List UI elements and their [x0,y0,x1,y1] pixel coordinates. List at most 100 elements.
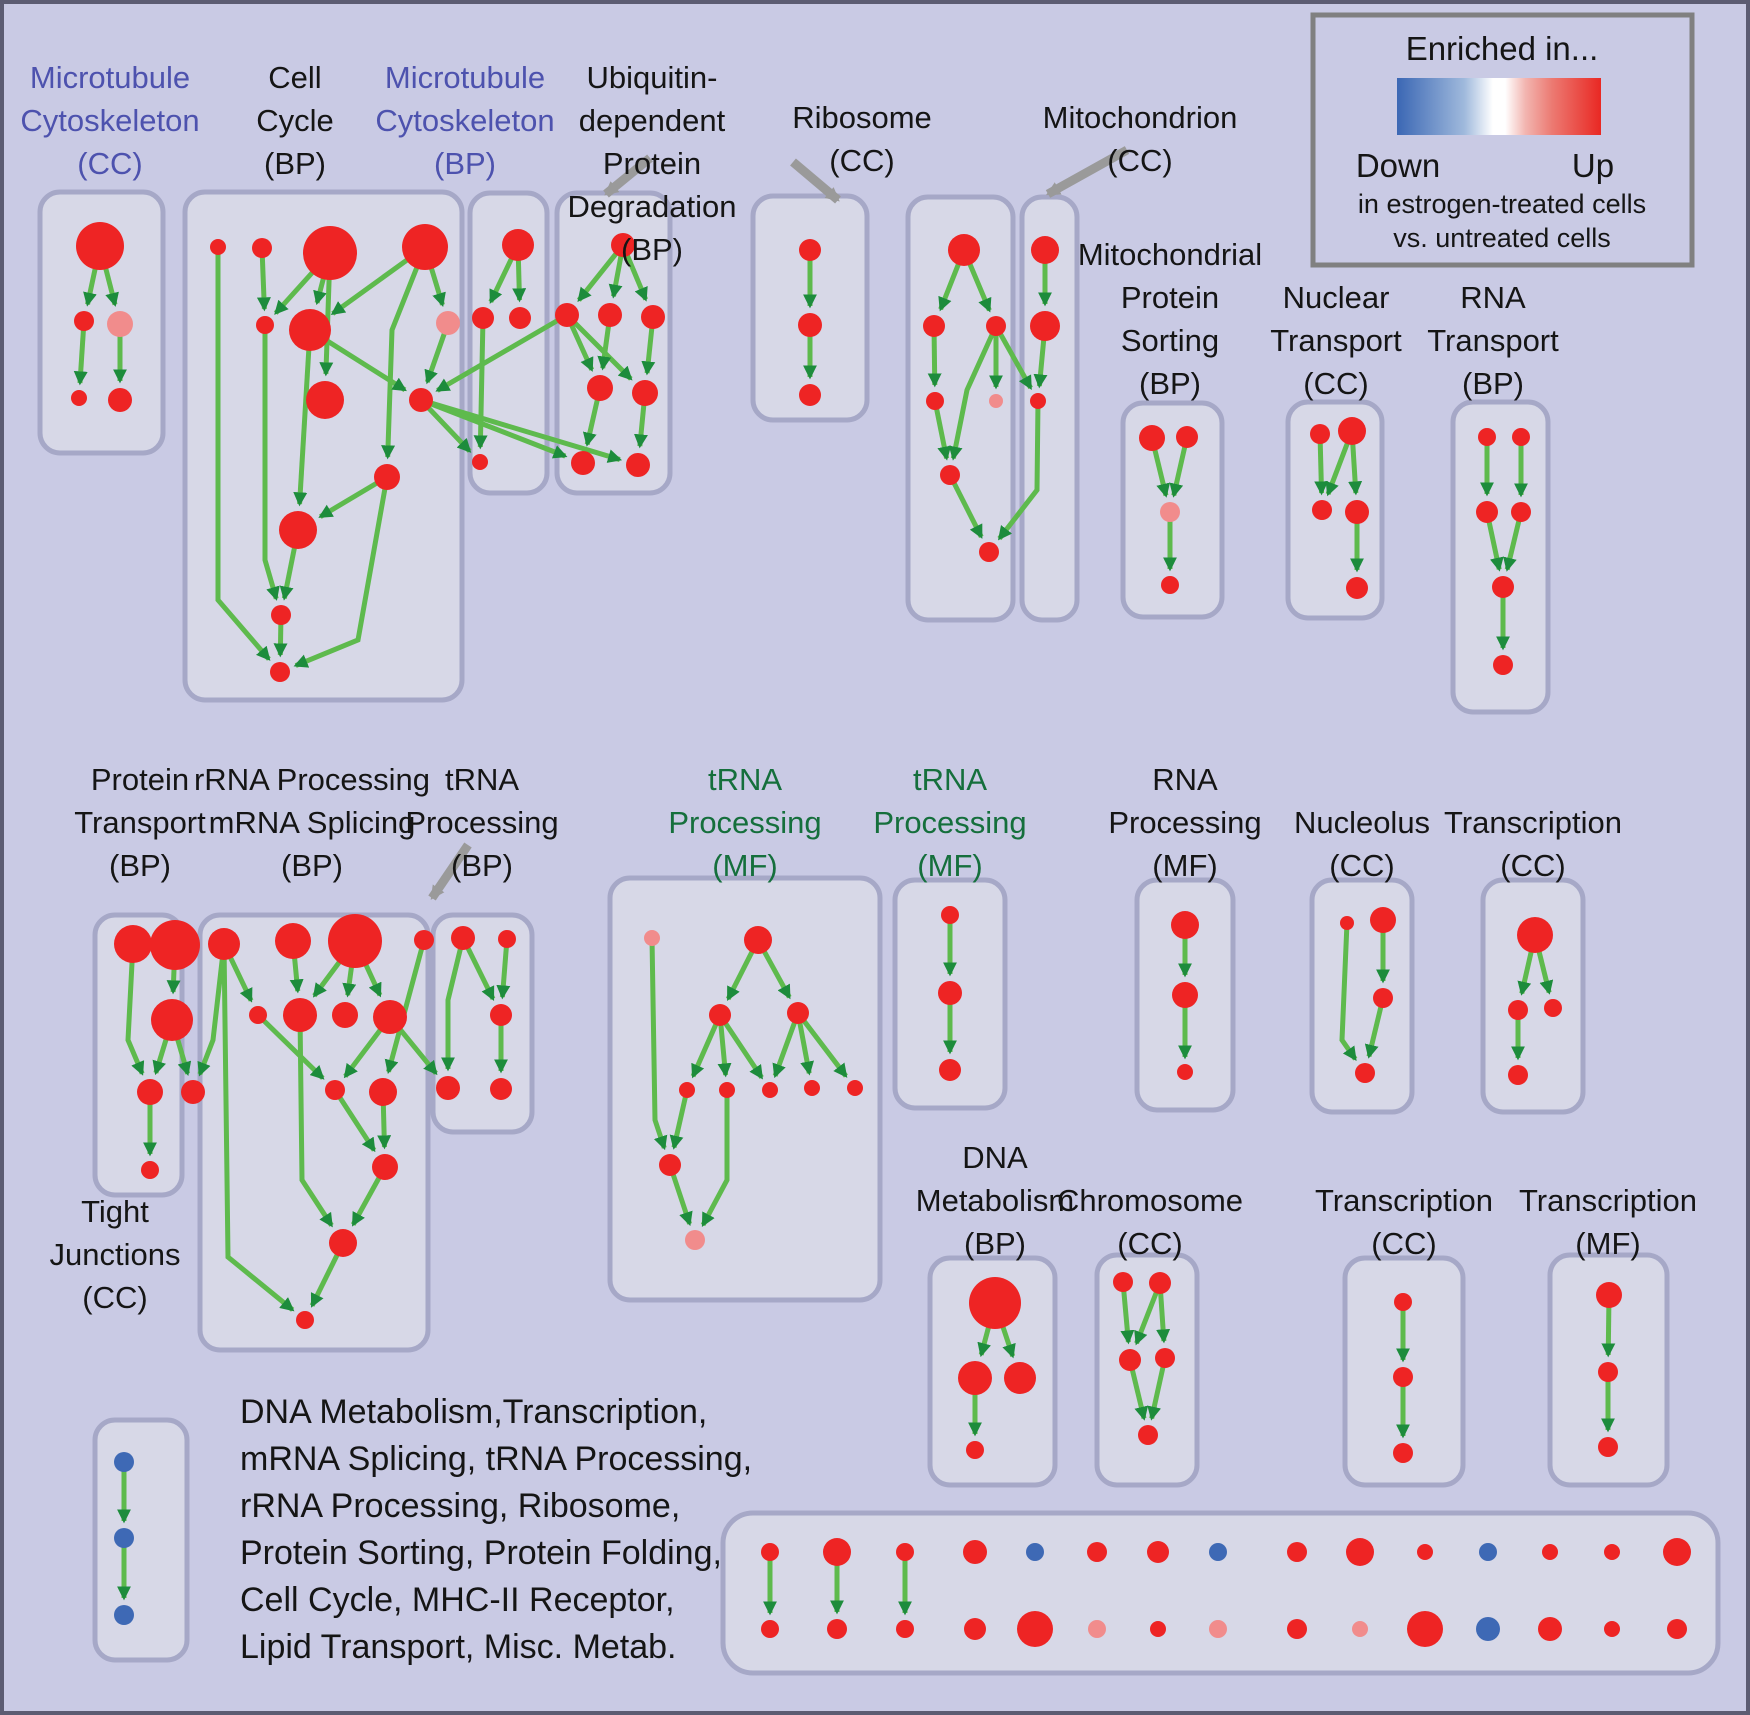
legend-subtitle-line-2: vs. untreated cells [1393,223,1611,253]
go-term-node-down [114,1528,134,1548]
edge-ribosome-cc [948,324,999,461]
go-term-node-up [1476,501,1498,523]
shared-panel-category-list-line-3: rRNA Processing, Ribosome, [240,1487,680,1525]
go-term-node-up [1511,502,1531,522]
go-term-node-up [1031,236,1059,264]
edge-trna-processing-bp [441,937,466,1072]
bottom-panel-node-top-7 [1147,1541,1169,1563]
go-term-node-up [1176,426,1198,448]
go-term-node-weak-up [436,311,460,335]
edge-trna-processing-bp [496,938,511,1000]
edge-trna-processing-mf-1 [669,1089,690,1150]
edge-chromosome-cc [1147,1357,1168,1421]
go-term-node-up [1030,393,1046,409]
go-term-node-up [1598,1437,1618,1457]
bottom-panel-node-top-11 [1417,1544,1433,1560]
go-term-node-up [1393,1443,1413,1463]
go-term-node-up [587,375,613,401]
go-term-node-up [1346,577,1368,599]
go-term-node-up [150,920,200,970]
go-term-node-up [76,222,124,270]
go-term-node-up [1155,1348,1175,1368]
go-term-node-up [490,1078,512,1100]
edge-cell-cycle-bp [381,246,428,460]
go-term-node-up [332,1002,358,1028]
go-term-node-up [719,1082,735,1098]
go-term-node-up [509,307,531,329]
edge-cell-cycle-bp [262,325,280,601]
go-term-node-up [762,1082,778,1098]
go-term-node-up [787,1002,809,1024]
edge-cell-cycle-bp [293,329,313,507]
go-term-node-up [1340,916,1354,930]
bottom-panel-node-bottom-10 [1352,1621,1368,1637]
bottom-panel-node-bottom-11 [1407,1611,1443,1647]
go-term-node-up [1394,1293,1412,1311]
go-term-node-up [502,229,534,261]
shared-panel-category-list-line-4: Protein Sorting, Protein Folding, [240,1534,722,1572]
label-pointer-arrow-icon [790,158,841,204]
go-term-node-up [986,316,1006,336]
go-term-node-up [1512,428,1530,446]
go-term-node-up [969,1277,1021,1329]
cluster-label-chromosome-cc: Chromosome (CC) [1057,1183,1243,1261]
edge-cross-box [420,397,623,463]
shared-panel-category-list-line-2: mRNA Splicing, tRNA Processing, [240,1440,752,1478]
edge-nucleolus-cc [1339,922,1358,1061]
bottom-panel-node-bottom-15 [1667,1619,1687,1639]
legend-down-label: Down [1356,147,1440,184]
edge-chromosome-cc [1120,1281,1135,1345]
edge-trna-processing-mf-1 [649,937,668,1151]
cluster-label-rna-processing-mf: RNA Processing (MF) [1108,762,1261,883]
go-term-node-up [1596,1282,1622,1308]
go-term-node-up [303,226,357,280]
go-term-node-up [626,453,650,477]
edge-cross-box [993,324,1033,390]
legend-subtitle-line-1: in estrogen-treated cells [1358,189,1646,219]
bottom-panel-node-bottom-7 [1150,1621,1166,1637]
go-term-node-up [1493,655,1513,675]
go-term-node-up [402,224,448,270]
go-term-node-up [948,234,980,266]
cluster-box-microtubule-cytoskeleton-cc [37,189,166,456]
edge-nucleolus-cc [1364,997,1386,1059]
bottom-panel-node-bottom-6 [1088,1620,1106,1638]
go-term-node-up [958,1361,992,1395]
edge-trna-processing-mf-1 [700,1090,730,1228]
go-term-node-up [940,465,960,485]
go-term-node-up [1171,911,1199,939]
go-term-node-up [137,1079,163,1105]
go-term-node-up [1119,1349,1141,1371]
cluster-label-trna-processing-mf-2: tRNA Processing (MF) [873,762,1026,883]
go-term-node-up [1030,311,1060,341]
edge-rrna-processing-mrna-splicing-bp [297,1014,334,1228]
go-term-node-up [409,388,433,412]
edge-trna-processing-mf-1 [690,1013,723,1079]
go-term-node-up [555,303,579,327]
go-term-node-up [306,381,344,419]
go-term-node-up [709,1004,731,1026]
edge-trna-processing-mf-1 [772,1012,801,1079]
go-term-node-up [799,384,821,406]
go-term-node-up [436,1076,460,1100]
go-term-node-up [1172,982,1198,1008]
go-term-node-weak-up [107,311,133,337]
edge-cell-cycle-bp [215,247,271,661]
edge-cross-box [435,312,569,393]
cluster-box-transcription-cc-1 [1480,877,1586,1115]
edge-trna-processing-mf-1 [796,1011,848,1078]
cluster-box-tight-junctions-cc [92,1417,190,1663]
cluster-label-transcription-cc-1: Transcription (CC) [1444,805,1622,883]
go-term-node-up [373,1000,407,1034]
cluster-label-tight-junctions-cc: Tight Junctions (CC) [50,1194,181,1315]
go-term-node-up [108,388,132,412]
go-term-node-up [325,1080,345,1100]
edge-rrna-processing-mrna-splicing-bp [332,1088,377,1153]
label-pointer-arrow-icon [1045,146,1130,198]
legend-up-label: Up [1572,147,1614,184]
bottom-panel-node-bottom-5 [1017,1611,1053,1647]
go-term-node-up [611,233,635,257]
cluster-label-cell-cycle-bp: Cell Cycle (BP) [256,60,334,181]
cluster-box-rrna-processing-mrna-splicing-bp [197,912,431,1353]
go-term-node-up [270,662,290,682]
